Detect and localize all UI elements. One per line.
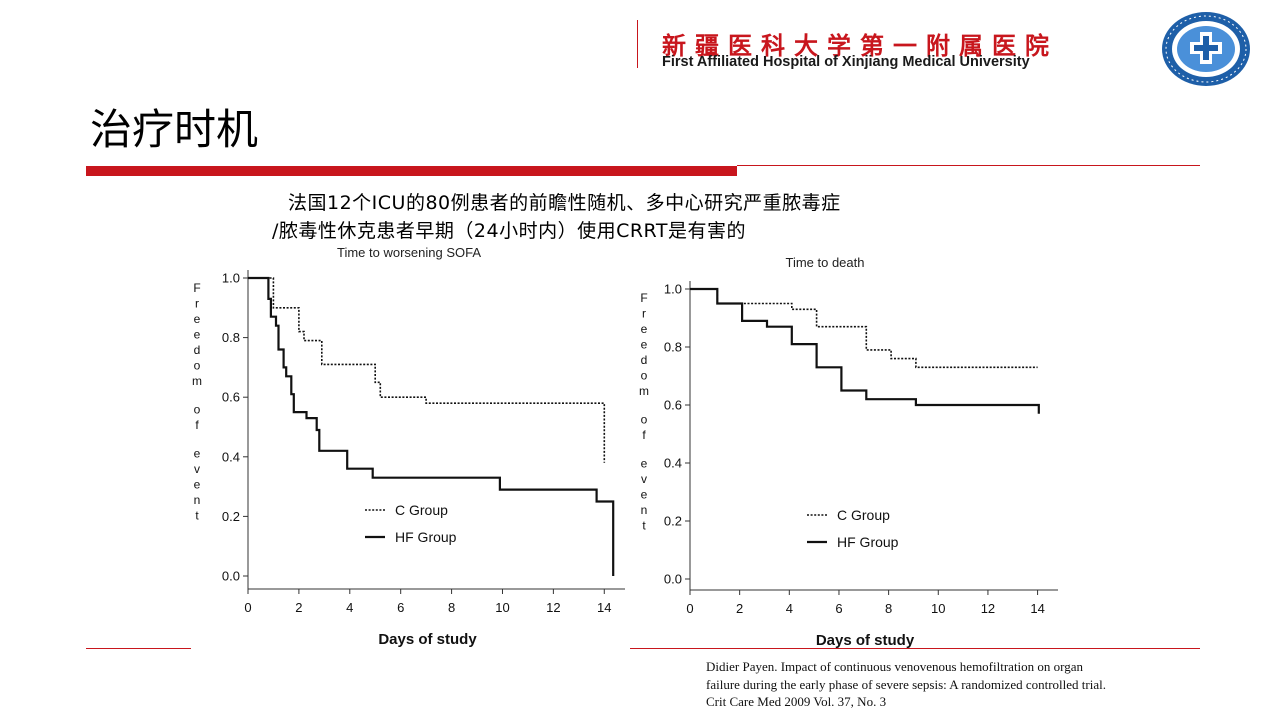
- legend-label: HF Group: [395, 529, 457, 545]
- y-tick-label: 0.8: [664, 340, 682, 355]
- y-axis-label-letter: o: [641, 369, 648, 383]
- legend-label: C Group: [837, 507, 890, 523]
- x-tick-label: 14: [1030, 601, 1044, 616]
- y-axis-label-letter: o: [194, 359, 201, 373]
- title-underline-bar: [86, 166, 737, 176]
- description-line-2: /脓毒性休克患者早期（24小时内）使用CRRT是有害的: [272, 220, 746, 242]
- chart-legend: C Group HF Group: [807, 507, 899, 550]
- y-tick-label: 0.6: [664, 398, 682, 413]
- x-tick-label: 6: [397, 600, 404, 615]
- citation-line-1: Didier Payen. Impact of continuous venov…: [706, 659, 1084, 674]
- y-axis-label-letter: e: [641, 488, 648, 502]
- citation: Didier Payen. Impact of continuous venov…: [706, 658, 1186, 711]
- y-axis-label-letter: n: [194, 493, 201, 507]
- hospital-name-en: First Affiliated Hospital of Xinjiang Me…: [662, 54, 1030, 70]
- y-axis-label-letter: v: [641, 472, 647, 486]
- x-tick-label: 12: [546, 600, 560, 615]
- y-tick-label: 0.0: [664, 572, 682, 587]
- x-axis-label: Days of study: [816, 632, 915, 649]
- y-axis-label-letter: e: [641, 322, 648, 336]
- y-axis-label-letter: e: [194, 447, 201, 461]
- y-axis-label-letter: d: [194, 343, 201, 357]
- y-tick-label: 1.0: [222, 271, 240, 286]
- y-axis-label-letter: t: [642, 519, 646, 533]
- legend-label: C Group: [395, 502, 448, 518]
- y-axis-label-letter: v: [194, 462, 200, 476]
- series-line-hf-group: [690, 287, 1040, 414]
- y-axis-label-letter: f: [195, 418, 199, 432]
- y-tick-label: 0.0: [222, 569, 240, 584]
- y-tick-label: 0.6: [222, 390, 240, 405]
- series-line-c-group: [690, 288, 1038, 369]
- chart-legend: C Group HF Group: [365, 502, 457, 545]
- y-tick-label: 0.4: [664, 456, 682, 471]
- x-tick-label: 4: [346, 600, 353, 615]
- y-axis-label-letter: n: [641, 503, 648, 517]
- x-tick-label: 8: [885, 601, 892, 616]
- title-underline-line: [737, 165, 1200, 166]
- y-axis-label-letter: r: [195, 297, 199, 311]
- x-tick-label: 8: [448, 600, 455, 615]
- x-axis-label: Days of study: [378, 631, 477, 648]
- y-axis-label-letter: e: [194, 312, 201, 326]
- chart-title: Time to worsening SOFA: [337, 245, 481, 260]
- x-tick-label: 6: [835, 601, 842, 616]
- y-axis-label-letter: t: [195, 509, 199, 523]
- series-line-hf-group: [248, 276, 615, 576]
- hospital-name-cn: 新疆医科大学第一附属医院: [662, 32, 1058, 60]
- x-tick-label: 10: [495, 600, 509, 615]
- y-tick-label: 0.4: [222, 449, 240, 464]
- y-axis-label-letter: e: [194, 478, 201, 492]
- footer-divider-left: [86, 648, 191, 649]
- x-tick-label: 2: [736, 601, 743, 616]
- series-line-c-group: [248, 277, 606, 463]
- y-tick-label: 0.2: [222, 509, 240, 524]
- y-axis-label-letter: d: [641, 353, 648, 367]
- citation-line-2: failure during the early phase of severe…: [706, 676, 1106, 692]
- y-axis-label-letter: e: [194, 328, 201, 342]
- y-tick-label: 1.0: [664, 282, 682, 297]
- citation-line-3: Crit Care Med 2009 Vol. 37, No. 3: [706, 694, 887, 709]
- y-axis-label-letter: e: [641, 338, 648, 352]
- slide-title: 治疗时机: [90, 105, 259, 154]
- x-tick-label: 2: [295, 600, 302, 615]
- chart-title: Time to death: [785, 255, 864, 270]
- x-tick-label: 4: [786, 601, 793, 616]
- legend-label: HF Group: [837, 534, 899, 550]
- x-tick-label: 12: [981, 601, 995, 616]
- y-tick-label: 0.2: [664, 514, 682, 529]
- y-axis-label-letter: o: [194, 403, 201, 417]
- footer-divider-right: [630, 648, 1200, 649]
- x-tick-label: 0: [244, 600, 251, 615]
- hospital-logo-icon: [1162, 12, 1250, 86]
- x-tick-label: 10: [931, 601, 945, 616]
- header-divider: [637, 20, 638, 68]
- x-tick-label: 14: [597, 600, 611, 615]
- y-axis-label-letter: m: [192, 374, 202, 388]
- y-axis-label-letter: r: [642, 307, 646, 321]
- y-axis-label-letter: e: [641, 457, 648, 471]
- y-axis-label-letter: o: [641, 413, 648, 427]
- chart-worsening-sofa: Time to worsening SOFA 0.0 0.2 0.4 0.6 0.8 1.0…: [192, 245, 625, 648]
- description-line-1: 法国12个ICU的80例患者的前瞻性随机、多中心研究严重脓毒症: [288, 192, 841, 214]
- y-axis-label-letter: F: [640, 291, 647, 305]
- y-axis-label-letter: F: [193, 281, 200, 295]
- chart-time-to-death: Time to death 0.0 0.2 0.4 0.6 0.8 1.0 0 2 4 6 8 10 12…: [639, 255, 1058, 649]
- x-tick-label: 0: [686, 601, 693, 616]
- y-axis-label-letter: m: [639, 384, 649, 398]
- y-axis-label-letter: f: [642, 428, 646, 442]
- y-tick-label: 0.8: [222, 330, 240, 345]
